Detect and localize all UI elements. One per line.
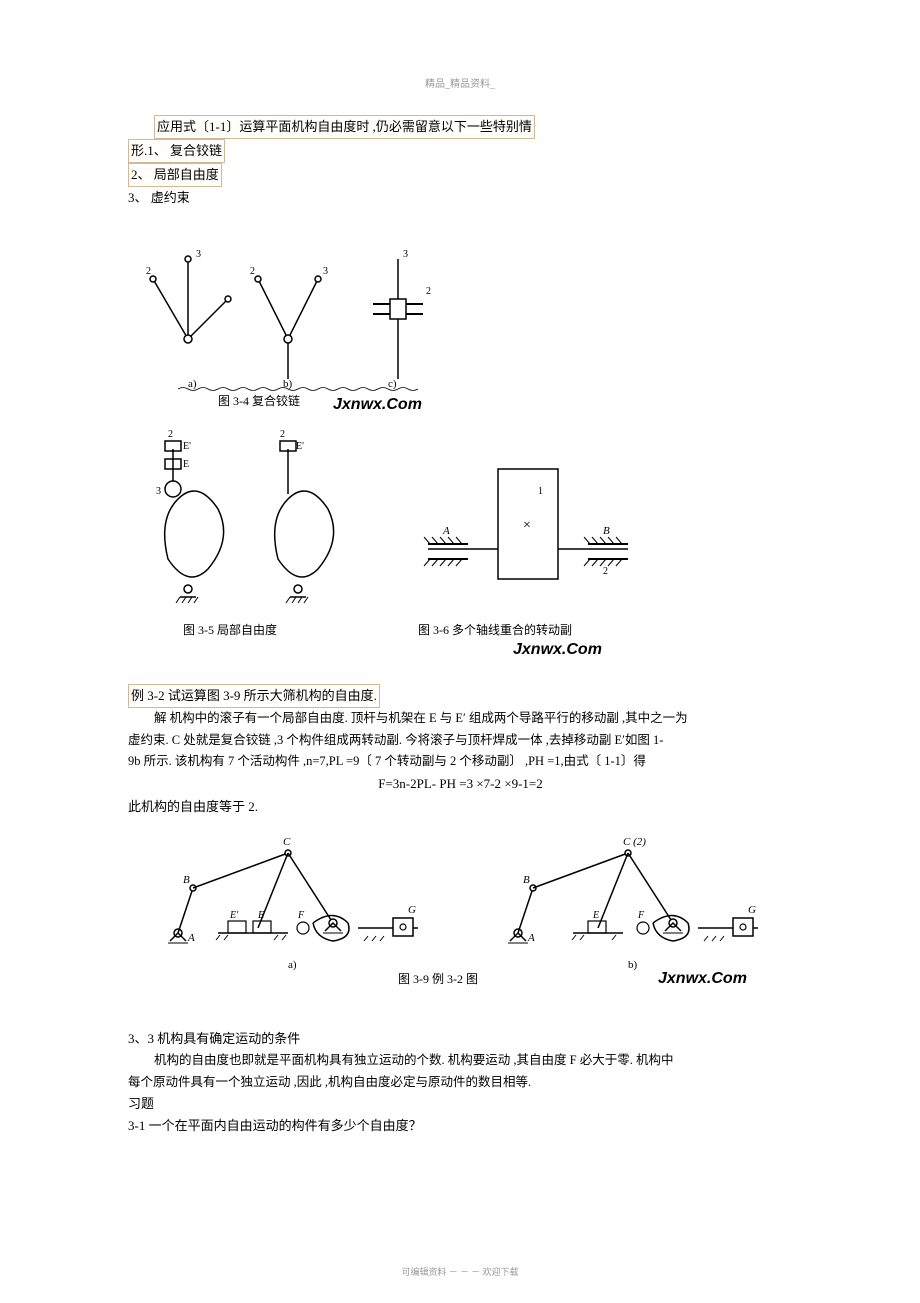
svg-text:E': E' — [296, 441, 304, 452]
svg-text:2: 2 — [146, 266, 151, 277]
svg-text:C: C — [283, 836, 291, 848]
watermark-rest: xnwx.Com — [341, 396, 422, 413]
para1-line3: 2、 局部自由度 — [128, 163, 793, 187]
svg-text:3: 3 — [156, 486, 161, 497]
fig39-caption: 图 3-9 例 3-2 图 — [398, 972, 478, 986]
svg-text:A: A — [527, 932, 535, 944]
svg-text:Jxnwx.Com: Jxnwx.Com — [513, 641, 602, 658]
svg-text:C (2): C (2) — [623, 836, 646, 848]
fig39-svg: A B C — [128, 823, 793, 993]
svg-text:E': E' — [229, 910, 239, 921]
section-3-3-body1: 机构的自由度也即就是平面机构具有独立运动的个数. 机构要运动 ,其自由度 F 必… — [128, 1050, 793, 1071]
page-header: 精品_精品资料_ — [0, 75, 920, 90]
example-result: 此机构的自由度等于 2. — [128, 796, 793, 818]
svg-text:E: E — [592, 910, 599, 921]
para1-line1: 应用式〔1-1〕运算平面机构自由度时 ,仍必需留意以下一些特别情 — [128, 115, 793, 139]
fig34-svg: 2 3 2 3 3 2 — [128, 219, 458, 419]
svg-text:Jxnwx.Com: Jxnwx.Com — [658, 970, 747, 987]
highlighted-text: 应用式〔1-1〕运算平面机构自由度时 ,仍必需留意以下一些特别情 — [154, 115, 535, 139]
exercise-label: 习题 — [128, 1093, 793, 1115]
fig34-label-a: a) — [188, 378, 197, 390]
svg-text:E: E — [183, 459, 189, 470]
example-body-2: 虚约束. C 处就是复合铰链 ,3 个构件组成两转动副. 今将滚子与顶杆焊成一体… — [128, 730, 793, 751]
section-3-3-title: 3、3 机构具有确定运动的条件 — [128, 1028, 793, 1050]
figure-3-9: A B C — [128, 823, 793, 993]
svg-text:A: A — [187, 932, 195, 944]
svg-text:3: 3 — [403, 249, 408, 260]
example-body-1: 解 机构中的滚子有一个局部自由度. 顶杆与机架在 E 与 E′ 组成两个导路平行… — [128, 708, 793, 729]
para1-line2: 形.1、 复合铰链 — [128, 139, 793, 163]
fig35-caption: 图 3-5 局部自由度 — [183, 622, 277, 637]
svg-text:a): a) — [288, 959, 297, 971]
para1-line4: 3、 虚约束 — [128, 187, 793, 209]
svg-text:F: F — [297, 910, 305, 921]
fig34-caption: 图 3-4 复合铰链 — [218, 393, 300, 408]
formula: F=3n-2PL- PH =3 ×7-2 ×9-1=2 — [128, 776, 793, 792]
fig34-label-c: c) — [388, 378, 397, 390]
fig34-label-b: b) — [283, 378, 293, 390]
svg-text:×: × — [523, 518, 531, 533]
question-3-1: 3-1 一个在平面内自由运动的构件有多少个自由度？ — [128, 1115, 793, 1137]
highlighted-text: 形.1、 复合铰链 — [128, 139, 225, 163]
svg-text:G: G — [748, 904, 756, 916]
svg-text:3: 3 — [196, 249, 201, 260]
svg-text:E: E — [257, 910, 264, 921]
svg-text:G: G — [408, 904, 416, 916]
svg-text:F: F — [637, 910, 645, 921]
svg-text:1: 1 — [538, 486, 543, 497]
svg-text:2: 2 — [280, 429, 285, 440]
svg-text:2: 2 — [250, 266, 255, 277]
svg-text:B: B — [523, 874, 530, 886]
svg-text:B: B — [603, 525, 610, 537]
svg-text:2: 2 — [603, 566, 608, 577]
fig36-caption: 图 3-6 多个轴线重合的转动副 — [418, 622, 572, 637]
example-title: 例 3-2 试运算图 3-9 所示大筛机构的自由度. — [128, 684, 793, 708]
document-content: 应用式〔1-1〕运算平面机构自由度时 ,仍必需留意以下一些特别情 形.1、 复合… — [128, 115, 793, 1137]
example-body-3: 9b 所示. 该机构有 7 个活动构件 ,n=7,PL =9〔 7 个转动副与 … — [128, 751, 793, 772]
figure-3-4: 2 3 2 3 3 2 — [128, 219, 458, 419]
svg-text:B: B — [183, 874, 190, 886]
svg-text:2: 2 — [168, 429, 173, 440]
section-3-3-body2: 每个原动件具有一个独立运动 ,因此 ,机构自由度必定与原动件的数目相等. — [128, 1072, 793, 1093]
svg-text:b): b) — [628, 959, 638, 971]
svg-text:3: 3 — [323, 266, 328, 277]
figure-3-5-3-6: E' E 3 2 E' 2 — [128, 429, 643, 664]
svg-text:2: 2 — [426, 286, 431, 297]
highlighted-text: 2、 局部自由度 — [128, 163, 222, 187]
page-footer: 可编辑资料 － － － 欢迎下载 — [0, 1265, 920, 1278]
svg-text:Jxnwx.Com: Jxnwx.Com — [333, 396, 422, 413]
svg-text:E': E' — [183, 441, 191, 452]
svg-text:A: A — [442, 525, 450, 537]
fig35-36-svg: E' E 3 2 E' 2 — [128, 429, 643, 664]
